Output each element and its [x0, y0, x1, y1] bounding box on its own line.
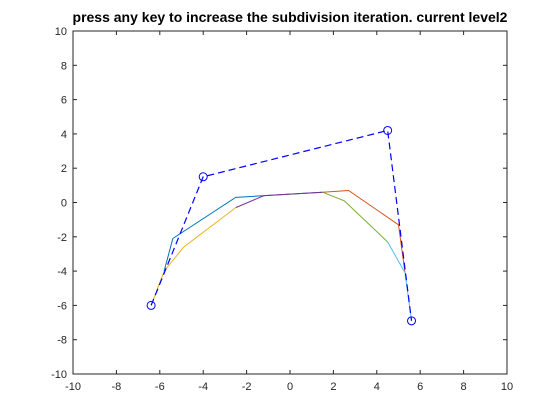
x-tick-label: -4: [198, 381, 208, 393]
x-axis-ticks: -10 -8 -6 -4 -2 0 2 4 6 8 10: [65, 31, 513, 393]
y-tick-label: -10: [51, 369, 67, 381]
control-point-marker[interactable]: [407, 316, 417, 326]
subdivision-series-line-3: [150, 207, 237, 306]
control-point-marker[interactable]: [198, 172, 208, 182]
chart-title: press any key to increase the subdivisio…: [73, 9, 508, 25]
y-tick-label: 4: [61, 129, 67, 141]
x-tick-label: 8: [461, 381, 467, 393]
subdivision-series-line-2: [322, 189, 406, 273]
y-tick-label: 10: [55, 26, 67, 38]
x-tick-label: -10: [65, 381, 81, 393]
x-tick-label: 6: [417, 381, 423, 393]
y-tick-label: -2: [57, 232, 67, 244]
y-tick-label: -6: [57, 300, 67, 312]
x-tick-label: -2: [242, 381, 252, 393]
x-tick-label: -8: [112, 381, 122, 393]
subdivision-series-line-7: [163, 238, 174, 272]
y-tick-label: 2: [61, 163, 67, 175]
series-layer: [150, 189, 413, 321]
x-tick-label: 10: [501, 381, 513, 393]
y-axis-ticks: -10 -8 -6 -4 -2 0 2 4 6 8 10: [51, 26, 507, 381]
x-tick-label: 2: [330, 381, 336, 393]
y-tick-label: 0: [61, 198, 67, 210]
y-tick-label: -4: [57, 266, 67, 278]
subdivision-series-line-4: [235, 191, 323, 209]
y-tick-label: -8: [57, 335, 67, 347]
x-tick-label: -6: [155, 381, 165, 393]
x-tick-label: 4: [374, 381, 380, 393]
y-tick-label: 6: [61, 95, 67, 107]
control-point-marker[interactable]: [146, 300, 156, 310]
y-tick-label: 8: [61, 60, 67, 72]
x-tick-label: 0: [287, 381, 293, 393]
control-point-marker[interactable]: [383, 125, 393, 135]
control-polygon-line: [150, 129, 413, 321]
subdivision-series-line-6: [387, 241, 413, 321]
subdivision-series-line-5: [322, 191, 388, 243]
control-polygon-layer: [146, 125, 417, 326]
